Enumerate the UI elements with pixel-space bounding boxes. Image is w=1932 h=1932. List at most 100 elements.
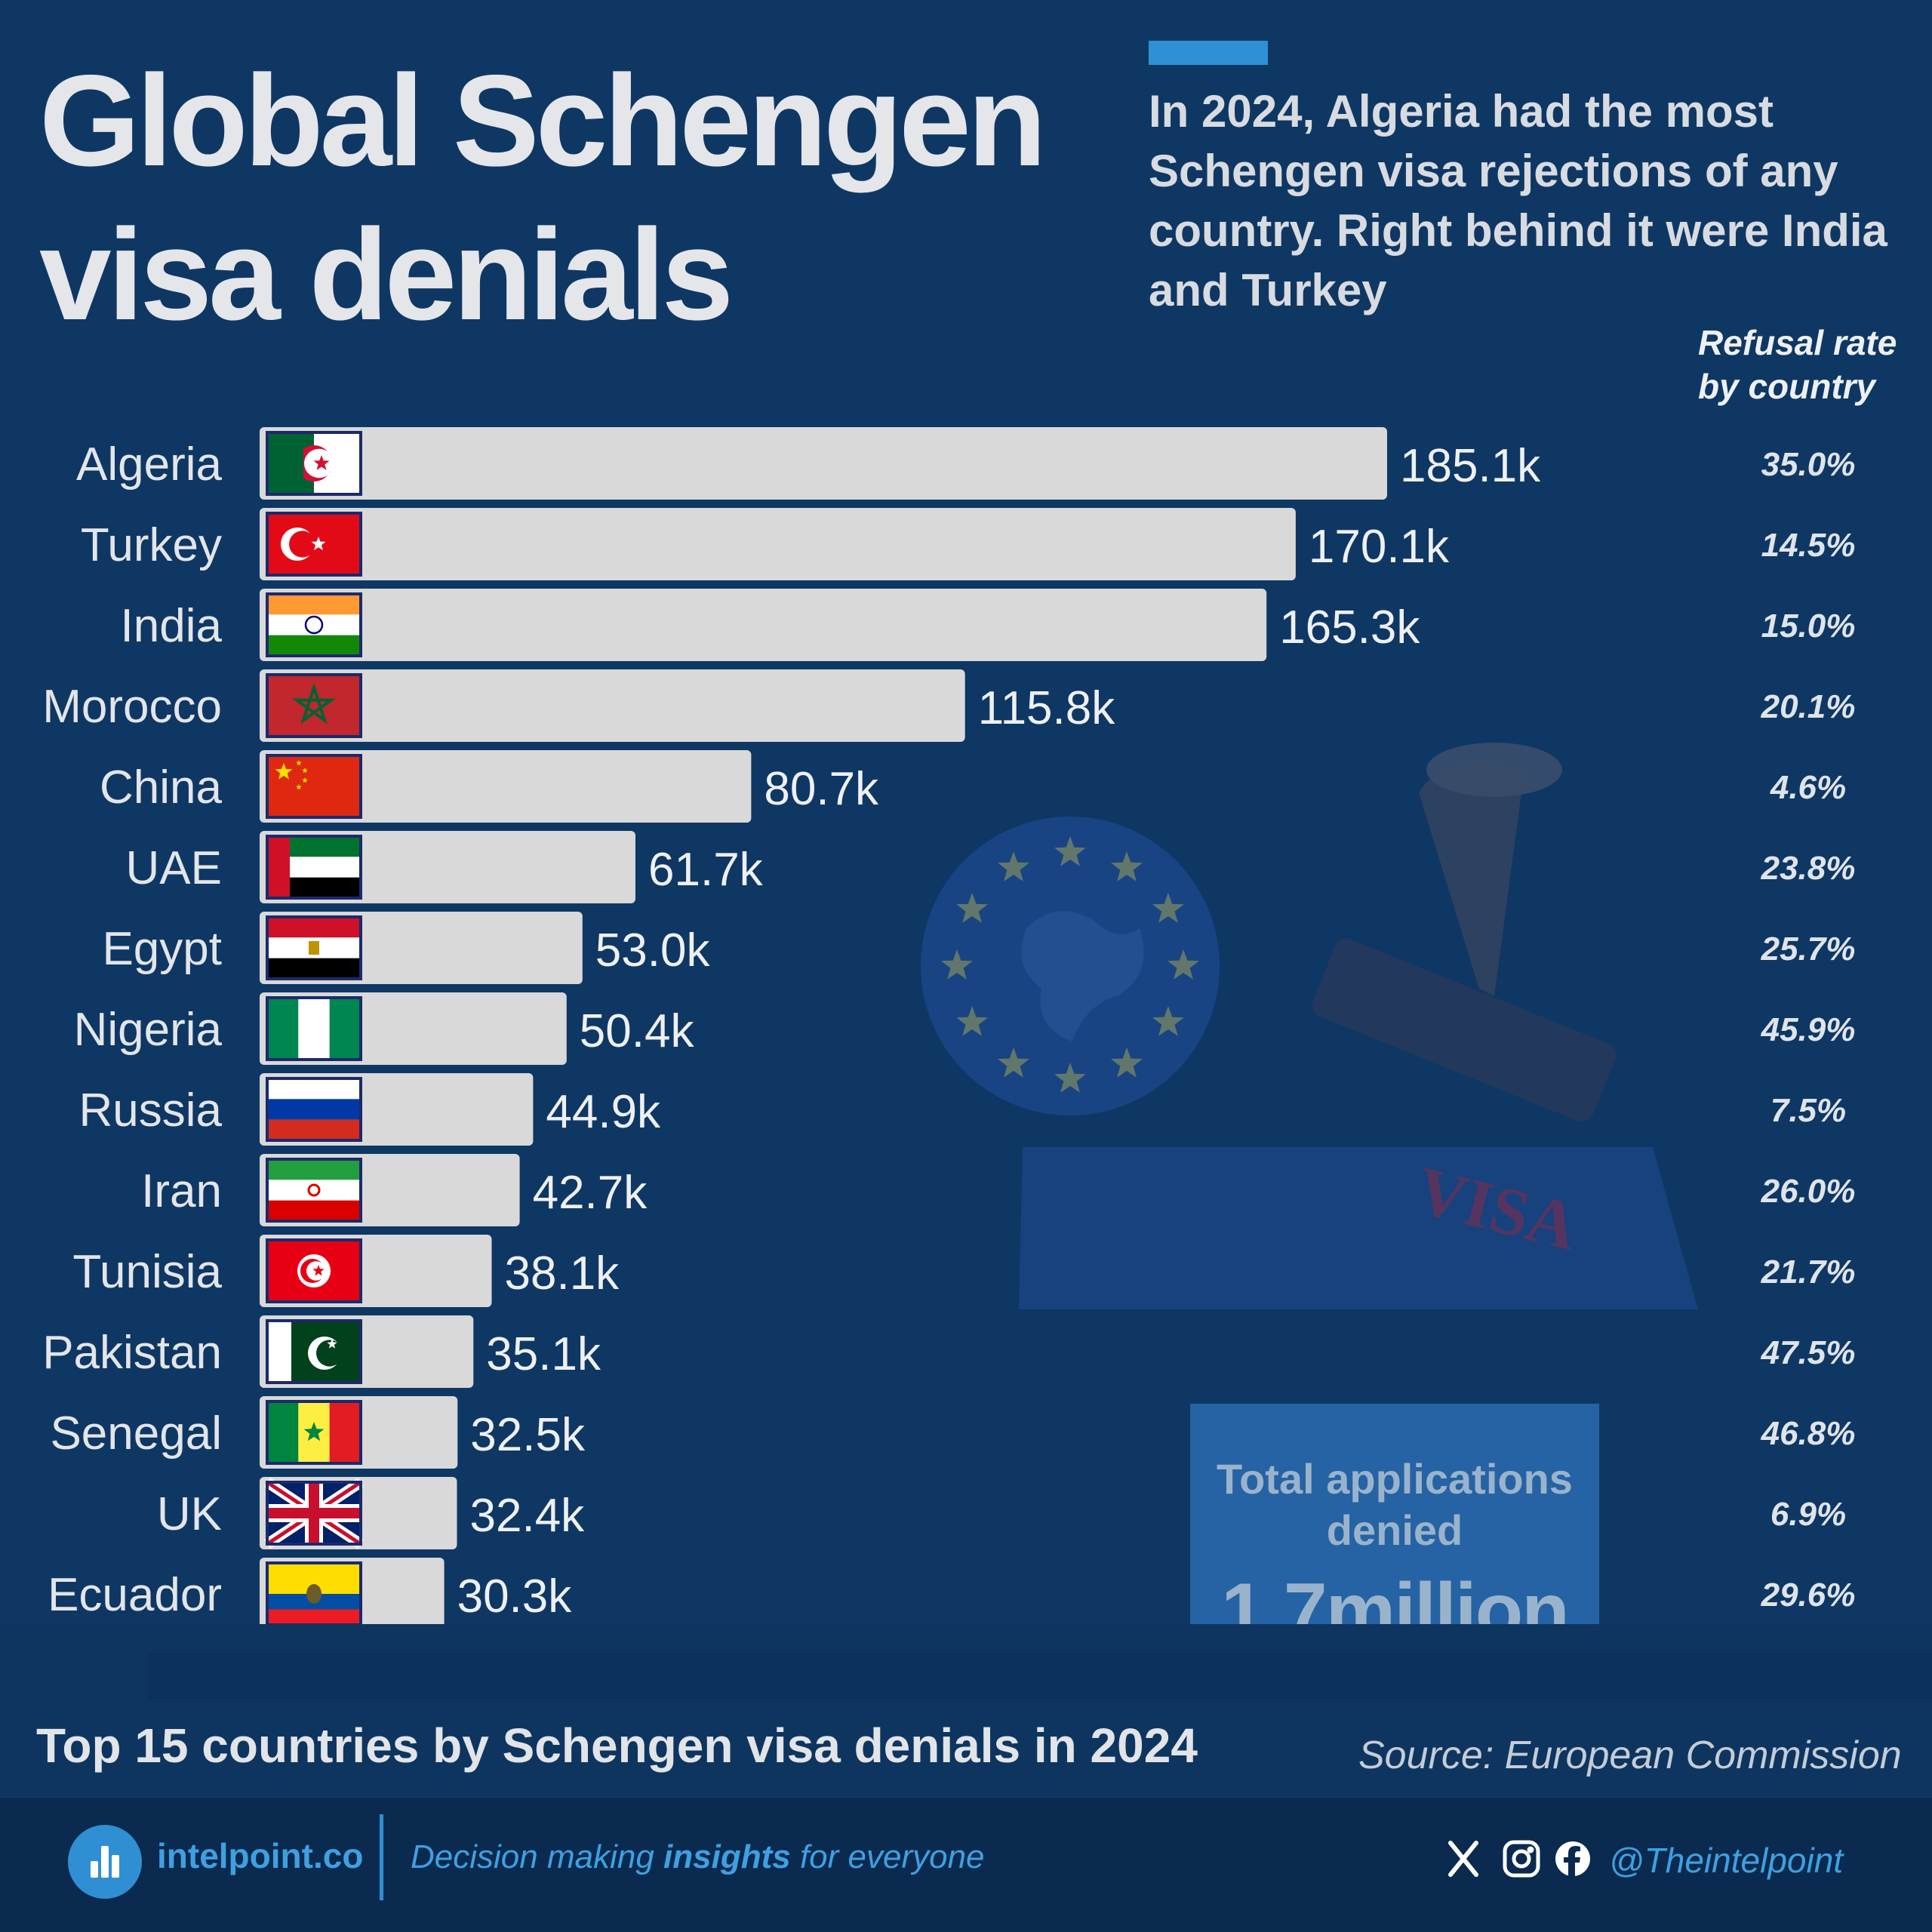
value-label: 80.7k: [764, 763, 879, 815]
category-label: Iran: [141, 1165, 222, 1217]
flag-russia-icon: [266, 1077, 362, 1142]
value-label: 61.7k: [648, 844, 764, 896]
eu-stamp-illustration: VISA: [921, 743, 1698, 1309]
refusal-rate-label: 45.9%: [1761, 1011, 1856, 1048]
bar-row: Algeria 185.1k 35.0%: [76, 427, 1855, 500]
bar-row: Egypt 53.0k 25.7%: [102, 912, 1855, 984]
social-handle[interactable]: @Theintelpoint: [1609, 1841, 1844, 1880]
bar-row: Russia 44.9k 7.5%: [78, 1073, 1846, 1146]
tagline-pre: Decision making: [411, 1838, 664, 1875]
bar-row: Iran 42.7k 26.0%: [141, 1154, 1855, 1226]
value-label: 115.8k: [978, 682, 1116, 734]
category-label: Nigeria: [74, 1004, 223, 1056]
category-label: Pakistan: [42, 1327, 222, 1379]
flag-senegal-icon: [266, 1400, 362, 1465]
category-label: Ecuador: [48, 1569, 222, 1621]
category-label: India: [121, 600, 223, 652]
tagline-post: for everyone: [790, 1838, 985, 1875]
flag-tunisia-icon: [266, 1238, 362, 1303]
page-title: Global Schengen visa denials: [39, 44, 1096, 352]
value-label: 35.1k: [486, 1328, 601, 1380]
bar: [260, 508, 1296, 580]
total-label: Total applications denied: [1217, 1455, 1573, 1554]
bar-row: Turkey 170.1k 14.5%: [81, 508, 1856, 580]
refusal-rate-label: 29.6%: [1761, 1577, 1856, 1614]
refusal-rate-label: 7.5%: [1770, 1092, 1846, 1129]
value-label: 185.1k: [1400, 440, 1541, 492]
social-icons: [1448, 1840, 1590, 1878]
flag-uae-icon: [266, 835, 362, 900]
title-line-2: visa denials: [39, 202, 734, 347]
flag-china-icon: [266, 754, 362, 819]
bar: [260, 589, 1267, 661]
rate-header-line-1: Refusal rate: [1698, 323, 1897, 362]
value-label: 38.1k: [505, 1247, 620, 1300]
facebook-icon[interactable]: [1555, 1841, 1590, 1876]
refusal-rate-label: 23.8%: [1761, 850, 1856, 887]
bar-row: UAE 61.7k 23.8%: [126, 831, 1856, 903]
refusal-rate-label: 47.5%: [1761, 1334, 1856, 1371]
title-line-1: Global Schengen: [39, 48, 1047, 193]
bar-row: Nigeria 50.4k 45.9%: [74, 992, 1856, 1065]
flag-uk-icon: [264, 1478, 364, 1549]
value-label: 32.4k: [470, 1490, 586, 1542]
value-label: 42.7k: [533, 1167, 648, 1219]
source-note: Source: European Commission: [1358, 1734, 1902, 1777]
category-label: Russia: [78, 1084, 222, 1137]
value-label: 165.3k: [1279, 601, 1420, 654]
bar: [260, 669, 965, 742]
bar-row: UK 32.4k 6.9%: [157, 1477, 1846, 1549]
chart-title: Top 15 countries by Schengen visa denial…: [36, 1718, 1198, 1773]
value-label: 170.1k: [1309, 521, 1450, 573]
flag-egypt-icon: [266, 915, 362, 980]
intelpoint-logo-icon[interactable]: [68, 1825, 142, 1899]
category-label: UAE: [126, 842, 222, 894]
refusal-rate-label: 20.1%: [1761, 688, 1856, 725]
bar: [260, 750, 752, 823]
value-label: 44.9k: [546, 1086, 661, 1138]
bar-row: India 165.3k 15.0%: [121, 589, 1856, 661]
refusal-rate-label: 6.9%: [1770, 1496, 1846, 1533]
value-label: 30.3k: [457, 1571, 573, 1623]
bar-row: Morocco 115.8k 20.1%: [42, 669, 1855, 742]
rate-header-line-2: by country: [1698, 367, 1876, 406]
flag-pakistan-icon: [266, 1319, 362, 1384]
bar: [260, 427, 1387, 500]
refusal-rate-label: 14.5%: [1761, 527, 1856, 564]
value-label: 50.4k: [580, 1005, 695, 1057]
refusal-rate-label: 26.0%: [1761, 1173, 1856, 1210]
accent-bar: [1149, 41, 1268, 65]
tagline-bold: insights: [663, 1838, 791, 1875]
tagline: Decision making insights for everyone: [411, 1838, 985, 1876]
category-label: UK: [157, 1488, 222, 1540]
refusal-rate-label: 15.0%: [1761, 608, 1856, 645]
subtitle: In 2024, Algeria had the most Schengen v…: [1149, 86, 1887, 315]
category-label: Turkey: [81, 519, 222, 571]
refusal-rate-label: 21.7%: [1761, 1254, 1856, 1291]
category-label: Egypt: [102, 923, 222, 975]
category-label: Tunisia: [72, 1246, 222, 1298]
category-label: Morocco: [42, 681, 222, 733]
refusal-rate-label: 25.7%: [1761, 931, 1856, 968]
bar-row: Pakistan 35.1k 47.5%: [42, 1315, 1855, 1388]
bar-row: Ecuador 30.3k 29.6%: [48, 1558, 1855, 1630]
refusal-rate-label: 35.0%: [1761, 446, 1856, 483]
flag-nigeria-icon: [266, 996, 362, 1061]
brand-link[interactable]: intelpoint.co: [157, 1836, 364, 1875]
value-label: 53.0k: [595, 924, 711, 977]
footer: [0, 1798, 1932, 1932]
flag-turkey-icon: [266, 512, 362, 577]
bar-row: China 80.7k 4.6%: [100, 750, 1846, 823]
refusal-rate-label: 46.8%: [1761, 1415, 1856, 1452]
category-label: Algeria: [76, 438, 223, 491]
category-label: China: [100, 761, 223, 814]
value-label: 32.5k: [470, 1409, 586, 1461]
bar-chart: Algeria 185.1k 35.0% Turkey 170.1k 14.5% India…: [42, 427, 1856, 1630]
x-icon[interactable]: [1448, 1841, 1478, 1877]
bar-row: Tunisia 38.1k 21.7%: [72, 1235, 1855, 1307]
refusal-rate-header: Refusal rate by country: [1698, 321, 1924, 408]
flag-iran-icon: [266, 1158, 362, 1223]
instagram-icon[interactable]: [1503, 1840, 1540, 1878]
bar-row: Senegal 32.5k 46.8%: [50, 1396, 1855, 1469]
footer-divider: [380, 1814, 383, 1900]
